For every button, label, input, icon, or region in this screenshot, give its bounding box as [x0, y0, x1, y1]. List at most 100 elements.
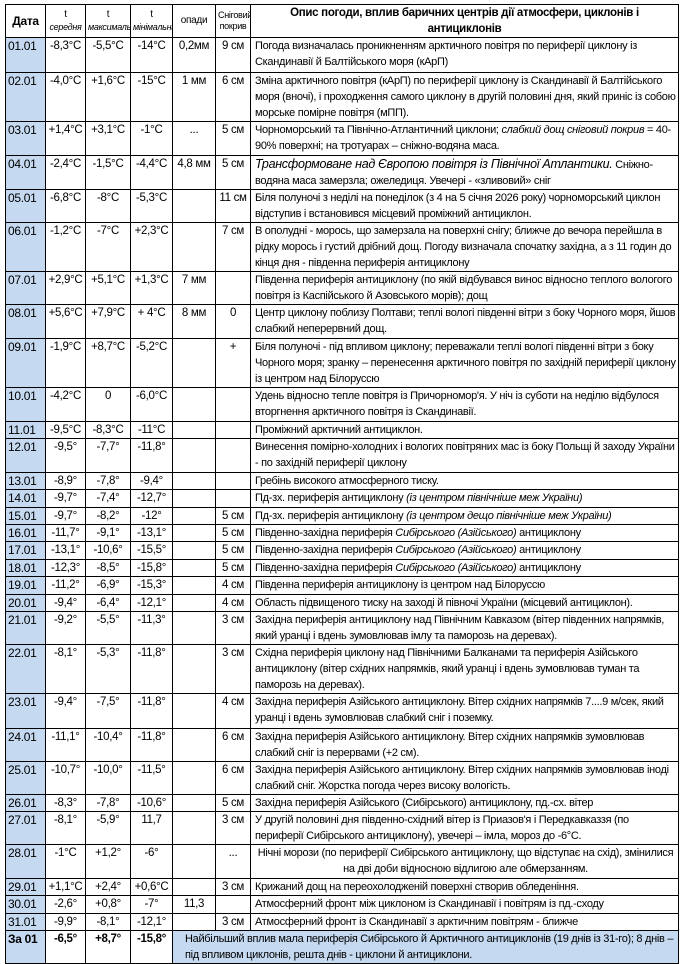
date-cell: 01.01: [5, 37, 46, 73]
table-row: 11.01 -9,5°C -8,3°C -11°C Проміжний арктични…: [5, 421, 679, 439]
description-text: Сибірського (Азійського): [395, 544, 517, 556]
avg-cell: -1,2°C: [45, 222, 86, 272]
avg-cell: -1,9°C: [45, 338, 86, 388]
table-row: 15.01 -9,7° -8,2° -12° 5 см Пд-зх. периферія …: [5, 507, 679, 525]
date-cell: 02.01: [5, 72, 46, 122]
precip-cell: [172, 524, 216, 542]
description-text: Трансформоване над Європою повітря із Пі…: [255, 157, 613, 171]
max-cell: -10,0°: [85, 761, 131, 795]
date-cell: 30.01: [5, 895, 46, 914]
description-text: = 40-90% поверхні; на тротуарах – сніжно…: [255, 124, 671, 152]
min-cell: + 4°C: [130, 304, 173, 339]
min-cell: -12,7°: [130, 489, 173, 508]
precip-cell: [172, 644, 216, 694]
min-cell: -11,8°: [130, 438, 173, 473]
header-t-min: t мінімальна: [130, 4, 173, 38]
description-text: Пд-зх. периферія антициклону: [255, 492, 407, 504]
avg-cell: -11,1°: [45, 728, 86, 762]
weather-table: Дата t середня t максимальна t мінімальн…: [5, 4, 679, 964]
table-row: 09.01 -1,9°C +8,7°C -5,2°C + Біля полуночі - …: [5, 338, 679, 388]
table-row: 14.01 -9,7° -7,4° -12,7° Пд-зх. периферія ан…: [5, 489, 679, 508]
avg-cell: -2,6°: [45, 895, 86, 914]
avg-cell: -9,7°: [45, 507, 86, 525]
snow-cell: 5 см: [215, 559, 251, 577]
precip-cell: 8 мм: [172, 304, 216, 339]
snow-cell: ...: [215, 844, 251, 879]
max-cell: -5,9°: [85, 811, 131, 845]
precip-cell: [172, 844, 216, 879]
precip-cell: [172, 811, 216, 845]
snow-cell: 3 см: [215, 811, 251, 845]
max-cell: -6,4°: [85, 594, 131, 612]
avg-cell: -12,3°: [45, 559, 86, 577]
description-cell: Пд-зх. периферія антициклону (із центром…: [250, 489, 679, 508]
snow-cell: 5 см: [215, 541, 251, 560]
table-row: 20.01 -9,4° -6,4° -12,1° 4 см Область підвище…: [5, 594, 679, 612]
precip-cell: [172, 728, 216, 762]
avg-cell: -4,2°C: [45, 387, 86, 422]
description-text: Винесення помірно-холодних і вологих пов…: [255, 441, 675, 469]
table-row: 28.01 -1°C +1,2° -6°... Нічні морози (по пер…: [5, 844, 679, 879]
max-cell: -7,5°: [85, 693, 131, 729]
header-t-max: t максимальна: [85, 4, 131, 38]
precip-cell: [172, 489, 216, 508]
description-text: Атмосферний фронт між циклоном із Сканди…: [255, 898, 604, 910]
snow-cell: 5 см: [215, 121, 251, 156]
precip-cell: [172, 594, 216, 612]
min-cell: -11,8°: [130, 728, 173, 762]
precip-cell: [172, 761, 216, 795]
snow-cell: 5 см: [215, 507, 251, 525]
date-cell: 13.01: [5, 472, 46, 490]
description-text: Гребінь високого атмосферного тиску.: [255, 475, 439, 487]
max-cell: -8,3°C: [85, 421, 131, 439]
min-cell: -4,4°C: [130, 155, 173, 190]
avg-cell: -9,5°C: [45, 421, 86, 439]
min-cell: -11,5°: [130, 761, 173, 795]
description-text: Біля полуночі - під впливом циклону; пер…: [255, 341, 676, 385]
precip-cell: [172, 189, 216, 223]
table-row: 16.01 -11,7° -9,1° -13,1° 5 см Південно-захід…: [5, 524, 679, 542]
description-cell: Південно-західна периферія Сибірського (…: [250, 559, 679, 577]
max-cell: 0: [85, 387, 131, 422]
snow-cell: [215, 895, 251, 914]
min-cell: -6,0°C: [130, 387, 173, 422]
date-cell: 05.01: [5, 189, 46, 223]
summary-description: Найбільший вплив мала периферія Сибірськ…: [172, 930, 679, 964]
snow-cell: [215, 271, 251, 305]
description-text: Удень відносно тепле повітря із Причорно…: [255, 390, 659, 418]
min-cell: -7°: [130, 895, 173, 914]
max-cell: -5,5°: [85, 611, 131, 645]
min-cell: -11°C: [130, 421, 173, 439]
max-cell: -5,3°: [85, 644, 131, 694]
min-cell: +2,3°C: [130, 222, 173, 272]
description-text: Сибірського (Азійського): [395, 562, 517, 574]
snow-cell: 3 см: [215, 913, 251, 931]
snow-cell: [215, 421, 251, 439]
table-row: 21.01 -9,2° -5,5° -11,3° 3 см Західна перифер…: [5, 611, 679, 645]
snow-cell: 5 см: [215, 155, 251, 190]
description-text: Західна периферія Азійського антициклону…: [255, 764, 669, 792]
date-cell: 04.01: [5, 155, 46, 190]
date-cell: 29.01: [5, 878, 46, 896]
precip-cell: [172, 222, 216, 272]
description-text: антициклону: [516, 562, 581, 574]
description-text: антициклону: [516, 527, 581, 539]
snow-cell: 4 см: [215, 594, 251, 612]
precip-cell: [172, 576, 216, 595]
description-text: Нічні морози (по периферії Сибірського а…: [257, 847, 674, 875]
table-row: 26.01 -8,3° -7,8° -10,6° 5 см Західна перифер…: [5, 794, 679, 812]
snow-cell: 0: [215, 304, 251, 339]
date-cell: 19.01: [5, 576, 46, 595]
description-cell: Східна периферія циклону над Північними …: [250, 644, 679, 694]
description-text: Зміна арктичного повітря (кАрП) по периф…: [255, 75, 676, 119]
max-cell: -10,4°: [85, 728, 131, 762]
min-cell: -6°: [130, 844, 173, 879]
precip-cell: [172, 541, 216, 560]
min-cell: -12°: [130, 507, 173, 525]
avg-cell: -13,1°: [45, 541, 86, 560]
avg-cell: -1°C: [45, 844, 86, 879]
avg-cell: -9,2°: [45, 611, 86, 645]
snow-cell: 6 см: [215, 728, 251, 762]
description-cell: Погода визначалась проникненням арктично…: [250, 37, 679, 73]
min-cell: -14°C: [130, 37, 173, 73]
